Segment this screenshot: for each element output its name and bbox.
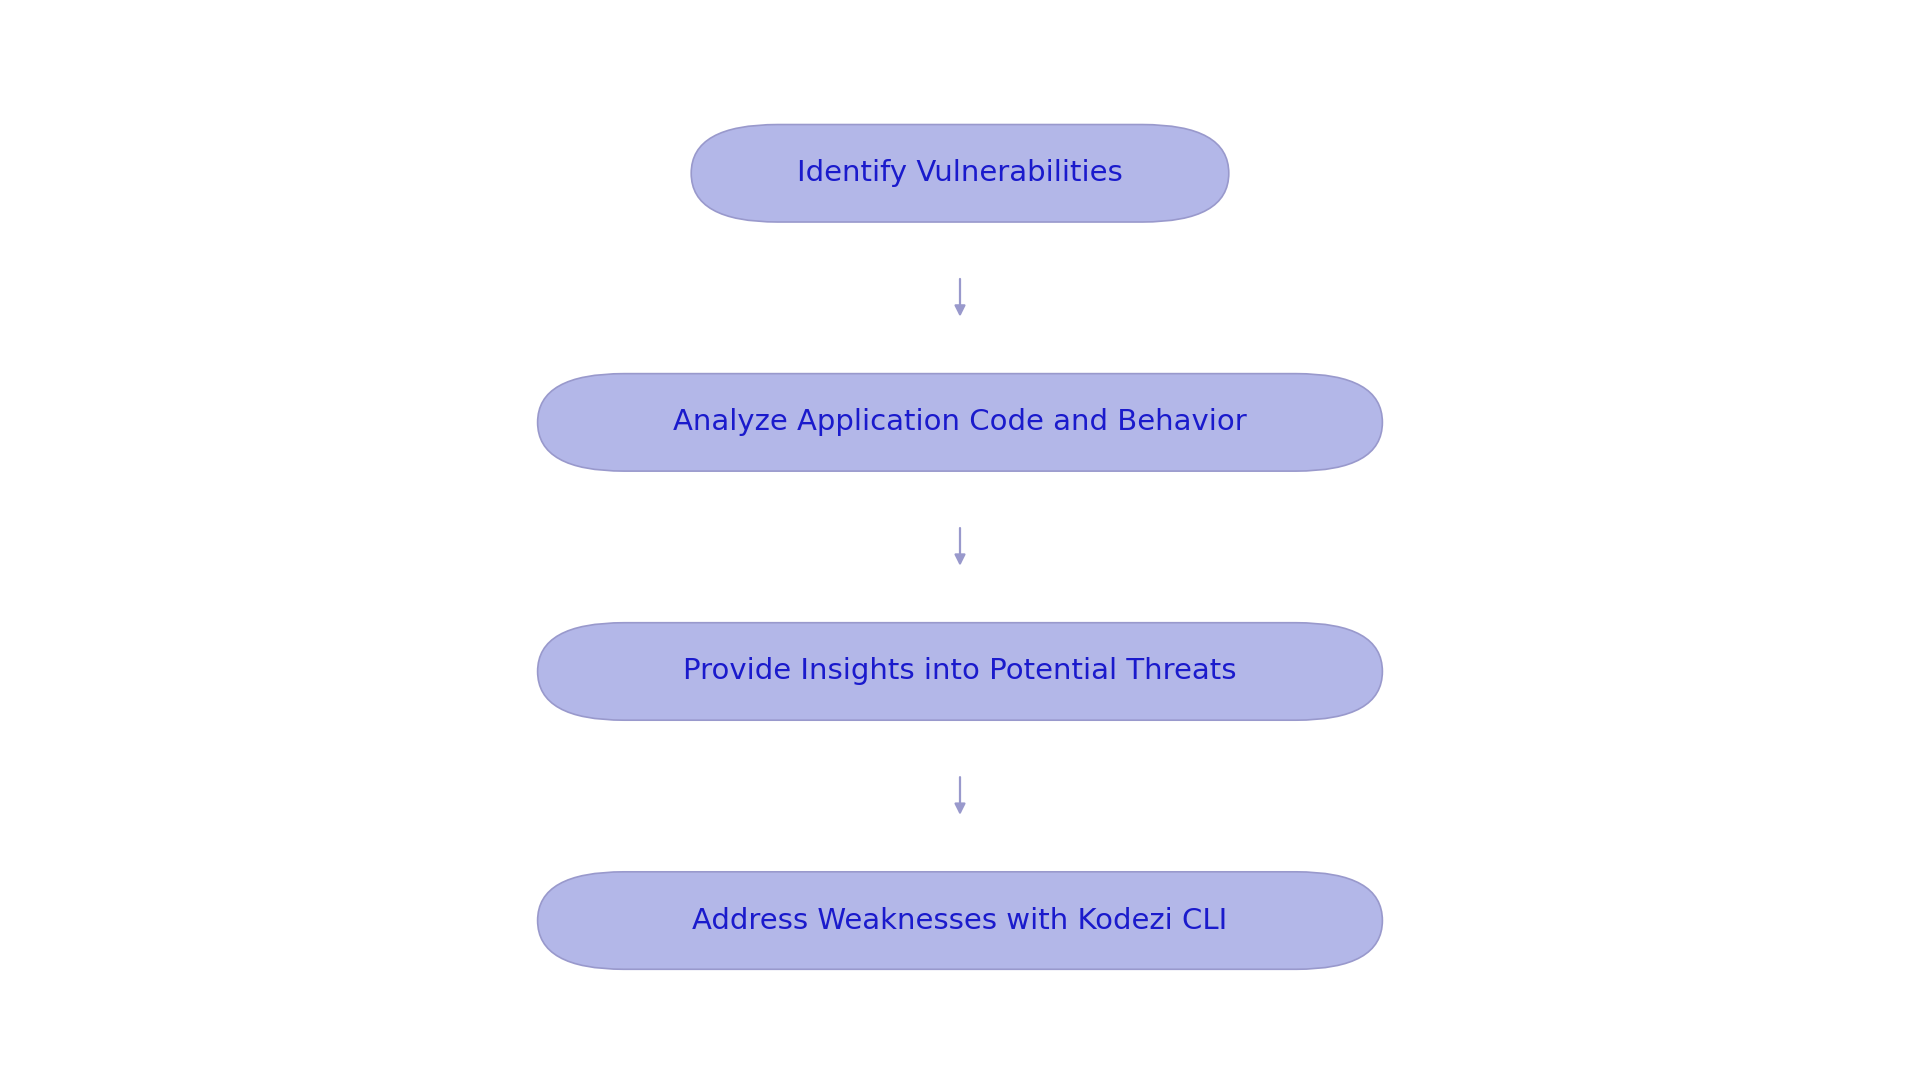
- Text: Analyze Application Code and Behavior: Analyze Application Code and Behavior: [674, 408, 1246, 436]
- FancyBboxPatch shape: [538, 374, 1382, 471]
- Text: Address Weaknesses with Kodezi CLI: Address Weaknesses with Kodezi CLI: [693, 906, 1227, 935]
- FancyBboxPatch shape: [538, 872, 1382, 969]
- FancyBboxPatch shape: [538, 623, 1382, 720]
- Text: Provide Insights into Potential Threats: Provide Insights into Potential Threats: [684, 657, 1236, 686]
- Text: Identify Vulnerabilities: Identify Vulnerabilities: [797, 159, 1123, 187]
- FancyBboxPatch shape: [691, 125, 1229, 222]
